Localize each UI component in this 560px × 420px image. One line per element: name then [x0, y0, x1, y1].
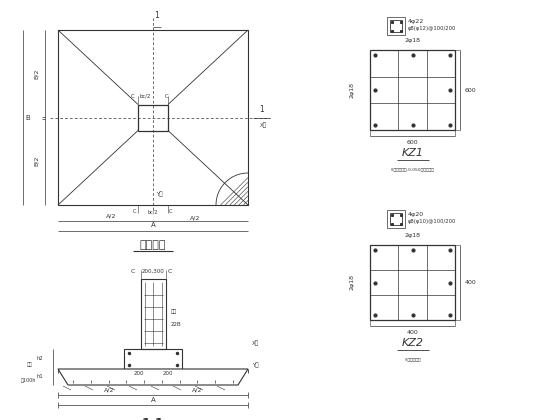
Text: 2φ18: 2φ18: [349, 275, 354, 291]
Text: B/2: B/2: [34, 68, 39, 79]
Text: B/2: B/2: [34, 156, 39, 166]
Text: 1-1: 1-1: [142, 417, 164, 420]
Text: C: C: [165, 94, 169, 99]
Text: C: C: [131, 94, 135, 99]
Text: A: A: [151, 222, 155, 228]
Text: φ8(φ10)@100/200: φ8(φ10)@100/200: [408, 219, 456, 224]
Text: 600: 600: [465, 87, 477, 92]
Bar: [141, 279, 166, 349]
Text: 1: 1: [260, 105, 264, 113]
Text: 4φ20: 4φ20: [408, 212, 424, 217]
Bar: [124, 349, 182, 369]
Text: 600: 600: [407, 140, 418, 145]
Text: 基础详图: 基础详图: [140, 240, 166, 250]
Text: 200: 200: [133, 371, 144, 376]
Text: C: C: [169, 209, 173, 214]
Text: 基础: 基础: [27, 362, 33, 367]
Text: A/2: A/2: [192, 388, 202, 393]
Text: 2φ18: 2φ18: [404, 38, 421, 43]
Bar: [370, 245, 455, 320]
Text: 200,300: 200,300: [142, 269, 164, 274]
Text: 400: 400: [465, 280, 477, 285]
Text: 1: 1: [155, 11, 160, 20]
Polygon shape: [58, 369, 248, 385]
Text: h1: h1: [36, 375, 43, 380]
Text: φ8(φ12)@100/200: φ8(φ12)@100/200: [408, 26, 456, 31]
Text: 4φ22: 4φ22: [408, 19, 424, 24]
Bar: [390, 20, 402, 32]
Text: bc/2: bc/2: [139, 94, 151, 99]
Text: 400: 400: [407, 330, 418, 335]
Bar: [387, 17, 405, 35]
Text: 2φ18: 2φ18: [404, 233, 421, 238]
Bar: [138, 105, 168, 131]
Text: X轴: X轴: [252, 340, 259, 346]
Text: ()中柱距柱底-0.050处箍筋加密: ()中柱距柱底-0.050处箍筋加密: [391, 167, 435, 171]
Text: Y轴: Y轴: [252, 362, 259, 368]
Text: KZ2: KZ2: [402, 338, 423, 348]
Text: C: C: [167, 269, 172, 274]
Text: A/2: A/2: [190, 215, 200, 220]
Bar: [390, 213, 402, 225]
Text: Y轴: Y轴: [156, 192, 162, 197]
Bar: [58, 30, 248, 205]
Text: A: A: [151, 397, 155, 403]
Text: 2φ18: 2φ18: [349, 82, 354, 98]
Text: h2: h2: [36, 357, 43, 362]
Text: C: C: [133, 209, 137, 214]
Text: A/2: A/2: [104, 388, 114, 393]
Text: ()中柱距柱底: ()中柱距柱底: [404, 357, 421, 361]
Text: C: C: [130, 269, 135, 274]
Text: 200: 200: [162, 371, 172, 376]
Bar: [370, 50, 455, 130]
Bar: [387, 210, 405, 228]
Text: A/2: A/2: [106, 214, 116, 219]
Text: bc/2: bc/2: [148, 209, 158, 214]
Text: KZ1: KZ1: [402, 148, 423, 158]
Text: X轴: X轴: [260, 123, 267, 128]
Text: B: B: [26, 115, 30, 121]
Text: 22B: 22B: [170, 321, 181, 326]
Text: 垫100h: 垫100h: [20, 378, 36, 383]
Text: 箍筋: 箍筋: [170, 309, 177, 313]
